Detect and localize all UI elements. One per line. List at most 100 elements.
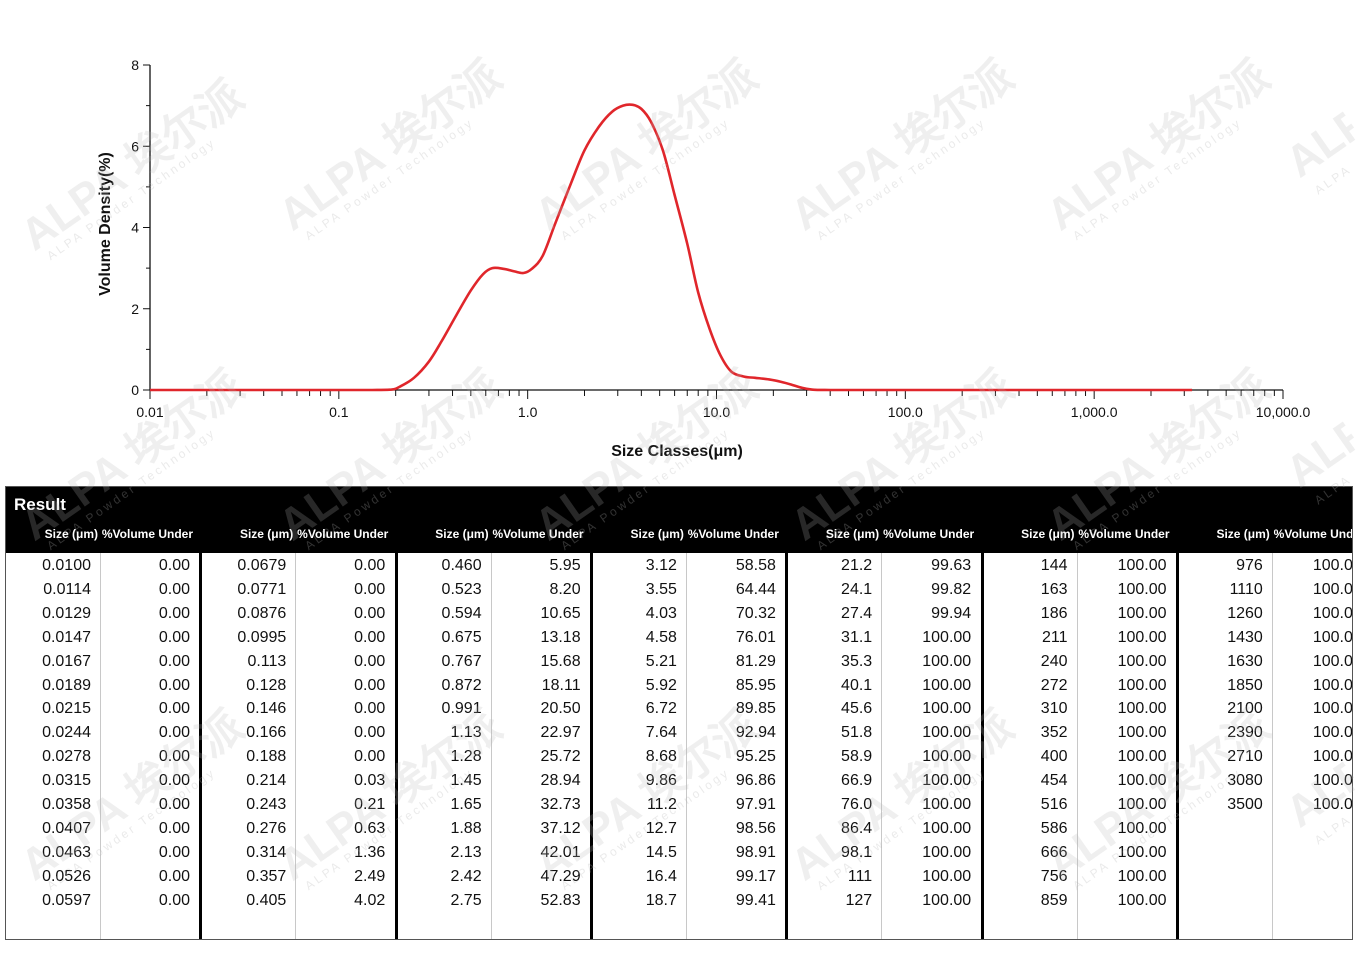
volume-cell: 100.00 bbox=[1117, 748, 1167, 766]
volume-cell: 0.00 bbox=[158, 867, 190, 885]
size-cell: 0.0407 bbox=[42, 819, 91, 837]
size-cell: 98.1 bbox=[841, 843, 873, 861]
x-tick-label: 0.1 bbox=[329, 404, 349, 420]
volume-density-line bbox=[150, 103, 1193, 392]
volume-cell: 85.95 bbox=[735, 676, 776, 694]
size-cell: 0.243 bbox=[246, 796, 287, 813]
volume-cell: 100.00 bbox=[1117, 604, 1167, 622]
size-cell: 0.872 bbox=[441, 676, 482, 694]
size-cell: 1850 bbox=[1227, 676, 1263, 694]
size-cell: 4.58 bbox=[645, 628, 677, 646]
size-cell: 186 bbox=[1040, 604, 1068, 622]
volume-cell: 100.00 bbox=[1117, 628, 1167, 646]
volume-cell: 100.00 bbox=[922, 700, 972, 718]
size-cell: 0.0114 bbox=[43, 580, 91, 598]
size-cell: 51.8 bbox=[841, 724, 873, 742]
size-cell: 0.214 bbox=[246, 772, 287, 790]
volume-cell: 47.29 bbox=[540, 867, 581, 885]
size-cell: 0.0315 bbox=[42, 772, 91, 790]
size-cell: 16.4 bbox=[645, 867, 677, 885]
column-group-divider bbox=[394, 553, 398, 939]
column-header-volume: %Volume Under bbox=[492, 527, 584, 541]
size-cell: 0.314 bbox=[246, 843, 287, 861]
column-header-volume: %Volume Under bbox=[687, 527, 779, 541]
volume-cell: 0.00 bbox=[158, 557, 190, 574]
column-header-volume: %Volume Under bbox=[883, 527, 975, 541]
column-group-divider bbox=[1175, 553, 1179, 939]
size-cell: 240 bbox=[1040, 652, 1068, 670]
volume-cell: 28.94 bbox=[540, 772, 581, 790]
size-cell: 0.357 bbox=[246, 867, 287, 885]
column-header-size: Size (μm) bbox=[44, 527, 98, 541]
size-cell: 0.0167 bbox=[42, 652, 91, 670]
size-cell: 0.0147 bbox=[42, 628, 91, 646]
volume-cell: 98.91 bbox=[735, 843, 776, 861]
size-cell: 5.92 bbox=[645, 676, 677, 694]
volume-cell: 92.94 bbox=[735, 724, 776, 742]
volume-cell: 99.41 bbox=[735, 891, 776, 909]
size-cell: 0.523 bbox=[441, 580, 482, 598]
size-cell: 1630 bbox=[1227, 652, 1263, 670]
size-cell: 21.2 bbox=[841, 557, 873, 574]
volume-cell: 0.00 bbox=[158, 891, 190, 909]
x-tick-label: 10.0 bbox=[703, 404, 730, 420]
volume-cell: 2.49 bbox=[354, 867, 386, 885]
y-tick-label: 4 bbox=[131, 220, 139, 236]
volume-cell: 100.00 bbox=[922, 772, 972, 790]
size-cell: 66.9 bbox=[841, 772, 873, 790]
size-cell: 859 bbox=[1040, 891, 1068, 909]
volume-cell: 99.82 bbox=[931, 580, 972, 598]
volume-cell: 13.18 bbox=[540, 628, 581, 646]
volume-cell: 10.65 bbox=[540, 604, 581, 622]
column-inner-divider bbox=[295, 553, 297, 939]
size-cell: 1.45 bbox=[450, 772, 482, 790]
size-cell: 3080 bbox=[1227, 772, 1263, 790]
size-cell: 211 bbox=[1041, 628, 1068, 646]
size-cell: 0.594 bbox=[441, 604, 482, 622]
size-cell: 163 bbox=[1040, 580, 1068, 598]
size-cell: 0.0463 bbox=[42, 843, 91, 861]
volume-cell: 0.00 bbox=[158, 700, 190, 718]
volume-cell: 100.00 bbox=[922, 819, 972, 837]
volume-cell: 0.00 bbox=[354, 557, 386, 574]
size-cell: 0.0244 bbox=[42, 724, 91, 742]
volume-cell: 25.72 bbox=[540, 748, 581, 766]
volume-cell: 100.00 bbox=[1312, 604, 1353, 622]
size-cell: 0.0597 bbox=[42, 891, 91, 909]
volume-cell: 100.00 bbox=[1117, 676, 1167, 694]
size-cell: 0.128 bbox=[246, 676, 287, 694]
volume-cell: 64.44 bbox=[735, 580, 776, 598]
size-cell: 0.0876 bbox=[237, 604, 287, 622]
volume-cell: 100.00 bbox=[1312, 748, 1353, 766]
chart-axes: 0.01 0.1 1.0 10.0 100.0 1,000.0 10,000.0 0 2 4 6 8 bbox=[131, 57, 1310, 420]
column-group-divider bbox=[199, 553, 203, 939]
size-cell: 272 bbox=[1040, 676, 1068, 694]
column-header-size: Size (μm) bbox=[825, 527, 880, 541]
size-cell: 516 bbox=[1040, 796, 1068, 813]
volume-cell: 76.01 bbox=[735, 628, 776, 646]
size-cell: 5.21 bbox=[645, 652, 677, 670]
size-cell: 976 bbox=[1236, 557, 1263, 574]
volume-cell: 100.00 bbox=[1117, 580, 1167, 598]
result-title: Result bbox=[14, 495, 66, 514]
volume-cell: 100.00 bbox=[1117, 724, 1167, 742]
volume-cell: 99.94 bbox=[931, 604, 972, 622]
volume-cell: 52.83 bbox=[540, 891, 581, 909]
size-cell: 18.7 bbox=[645, 891, 677, 909]
size-cell: 27.4 bbox=[841, 604, 873, 622]
volume-cell: 0.00 bbox=[354, 676, 386, 694]
volume-cell: 100.00 bbox=[1312, 652, 1353, 670]
volume-cell: 0.03 bbox=[354, 772, 386, 790]
size-cell: 6.72 bbox=[645, 700, 677, 718]
volume-density-chart: 0.01 0.1 1.0 10.0 100.0 1,000.0 10,000.002468 … bbox=[97, 57, 1310, 460]
size-cell: 586 bbox=[1040, 819, 1068, 837]
size-cell: 0.0215 bbox=[42, 700, 91, 718]
volume-cell: 0.00 bbox=[158, 652, 190, 670]
volume-cell: 100.00 bbox=[922, 748, 972, 766]
volume-cell: 95.25 bbox=[735, 748, 776, 766]
volume-cell: 0.00 bbox=[158, 724, 190, 742]
volume-cell: 0.00 bbox=[158, 796, 190, 813]
volume-cell: 99.63 bbox=[931, 557, 972, 574]
result-table: Result Size (μm) %Volume Under Size (μm) %V… bbox=[5, 486, 1353, 940]
column-header-size: Size (μm) bbox=[1216, 527, 1270, 541]
